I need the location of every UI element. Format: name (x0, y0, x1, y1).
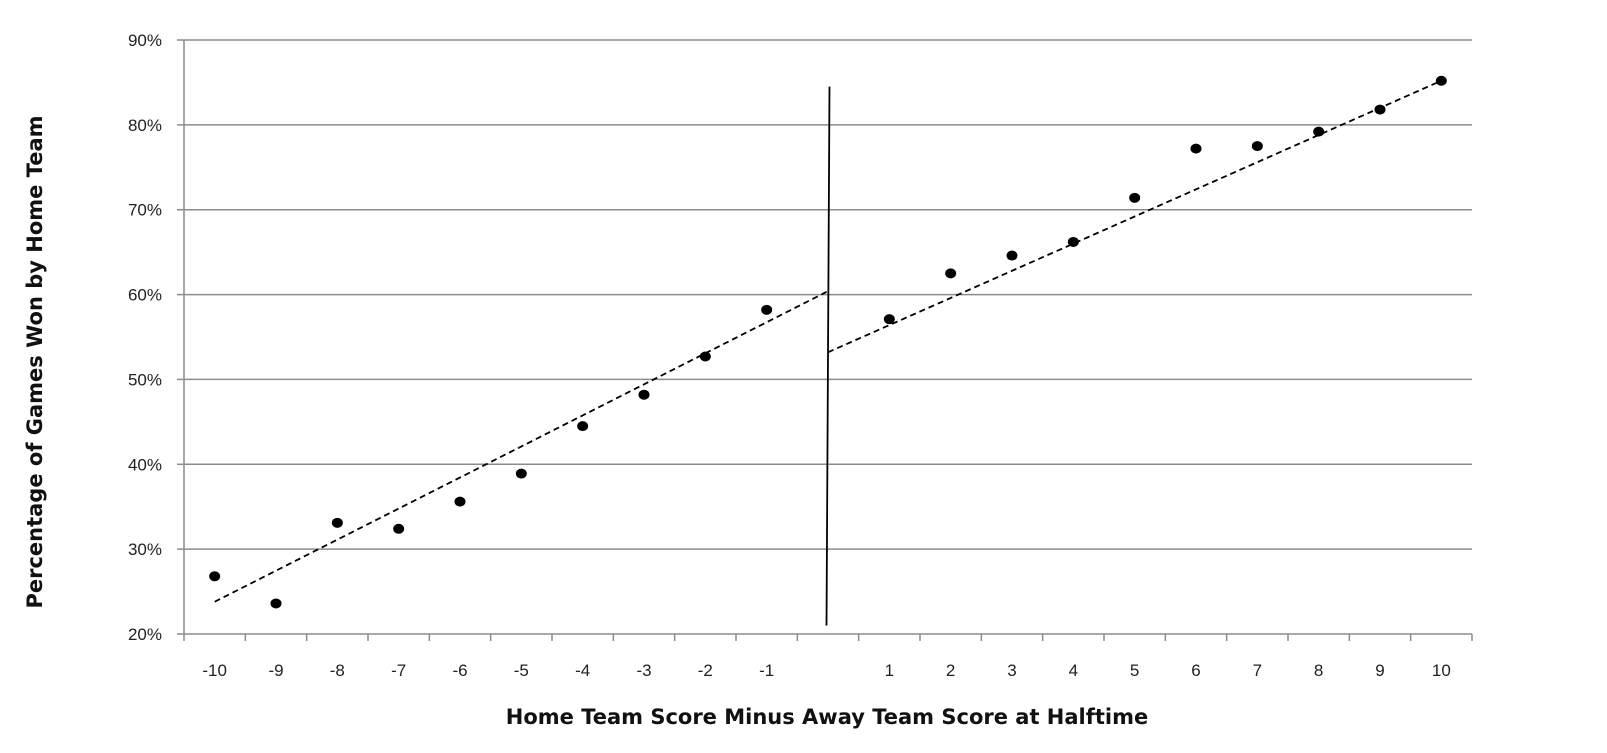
y-tick-label: 80% (128, 116, 162, 135)
x-axis-title: Home Team Score Minus Away Team Score at… (506, 705, 1149, 729)
x-tick-label: 5 (1130, 661, 1139, 680)
x-tick-label: -8 (330, 661, 345, 680)
x-tick-label: 10 (1432, 661, 1451, 680)
x-tick-label: 1 (885, 661, 894, 680)
axes (177, 39, 1473, 641)
data-point (393, 523, 405, 534)
y-tick-label: 50% (128, 370, 162, 389)
data-point (577, 421, 589, 432)
data-points (209, 75, 1447, 609)
data-point (454, 496, 466, 507)
halftime-line (825, 86, 831, 626)
x-tick-label: 7 (1253, 661, 1262, 680)
x-tick-label: -7 (391, 661, 406, 680)
x-tick-label: -9 (268, 661, 283, 680)
y-tick-label: 30% (128, 540, 162, 559)
data-point (883, 314, 895, 325)
x-tick-labels: -10 -9 -8 -7 -6 -5 -4 -3 -2 -1 1 2 3 4 5 6 7 8 9 10 (202, 661, 1450, 680)
trend-line (827, 79, 1442, 354)
trend-line (214, 290, 829, 603)
x-tick-label: -10 (202, 661, 227, 680)
data-point (1006, 250, 1018, 261)
data-point (1435, 75, 1447, 86)
y-axis-title: Percentage of Games Won by Home Team (23, 115, 47, 608)
x-tick-label: 8 (1314, 661, 1323, 680)
x-tick-label: -1 (759, 661, 774, 680)
x-tick-label: 3 (1007, 661, 1016, 680)
data-point (1190, 143, 1202, 154)
x-tick-label: -4 (575, 661, 590, 680)
data-point (761, 304, 773, 315)
data-point (1313, 126, 1325, 137)
x-tick-label: 9 (1375, 661, 1384, 680)
y-tick-label: 70% (128, 201, 162, 220)
data-point (945, 268, 957, 279)
data-point (515, 468, 527, 479)
x-tick-label: -6 (452, 661, 467, 680)
trend-lines (214, 79, 1442, 603)
x-tick-label: 4 (1069, 661, 1078, 680)
y-tick-label: 60% (128, 286, 162, 305)
x-tick-label: -2 (698, 661, 713, 680)
y-tick-label: 20% (128, 625, 162, 644)
data-point (209, 571, 221, 582)
y-tick-label: 90% (128, 31, 162, 50)
x-tick-label: 2 (946, 661, 955, 680)
data-point (270, 598, 282, 609)
y-tick-labels: 20% 30% 40% 50% 60% 70% 80% 90% (128, 31, 162, 644)
data-point (638, 389, 650, 400)
data-point (1374, 104, 1386, 115)
data-point (331, 517, 343, 528)
x-tick-label: -5 (514, 661, 529, 680)
data-point (1067, 236, 1079, 247)
data-point (1129, 192, 1141, 203)
x-tick-label: 6 (1191, 661, 1200, 680)
data-point (1251, 141, 1263, 152)
x-tick-label: -3 (636, 661, 651, 680)
halftime-reference-line (825, 86, 831, 626)
y-tick-label: 40% (128, 455, 162, 474)
data-point (699, 351, 711, 362)
